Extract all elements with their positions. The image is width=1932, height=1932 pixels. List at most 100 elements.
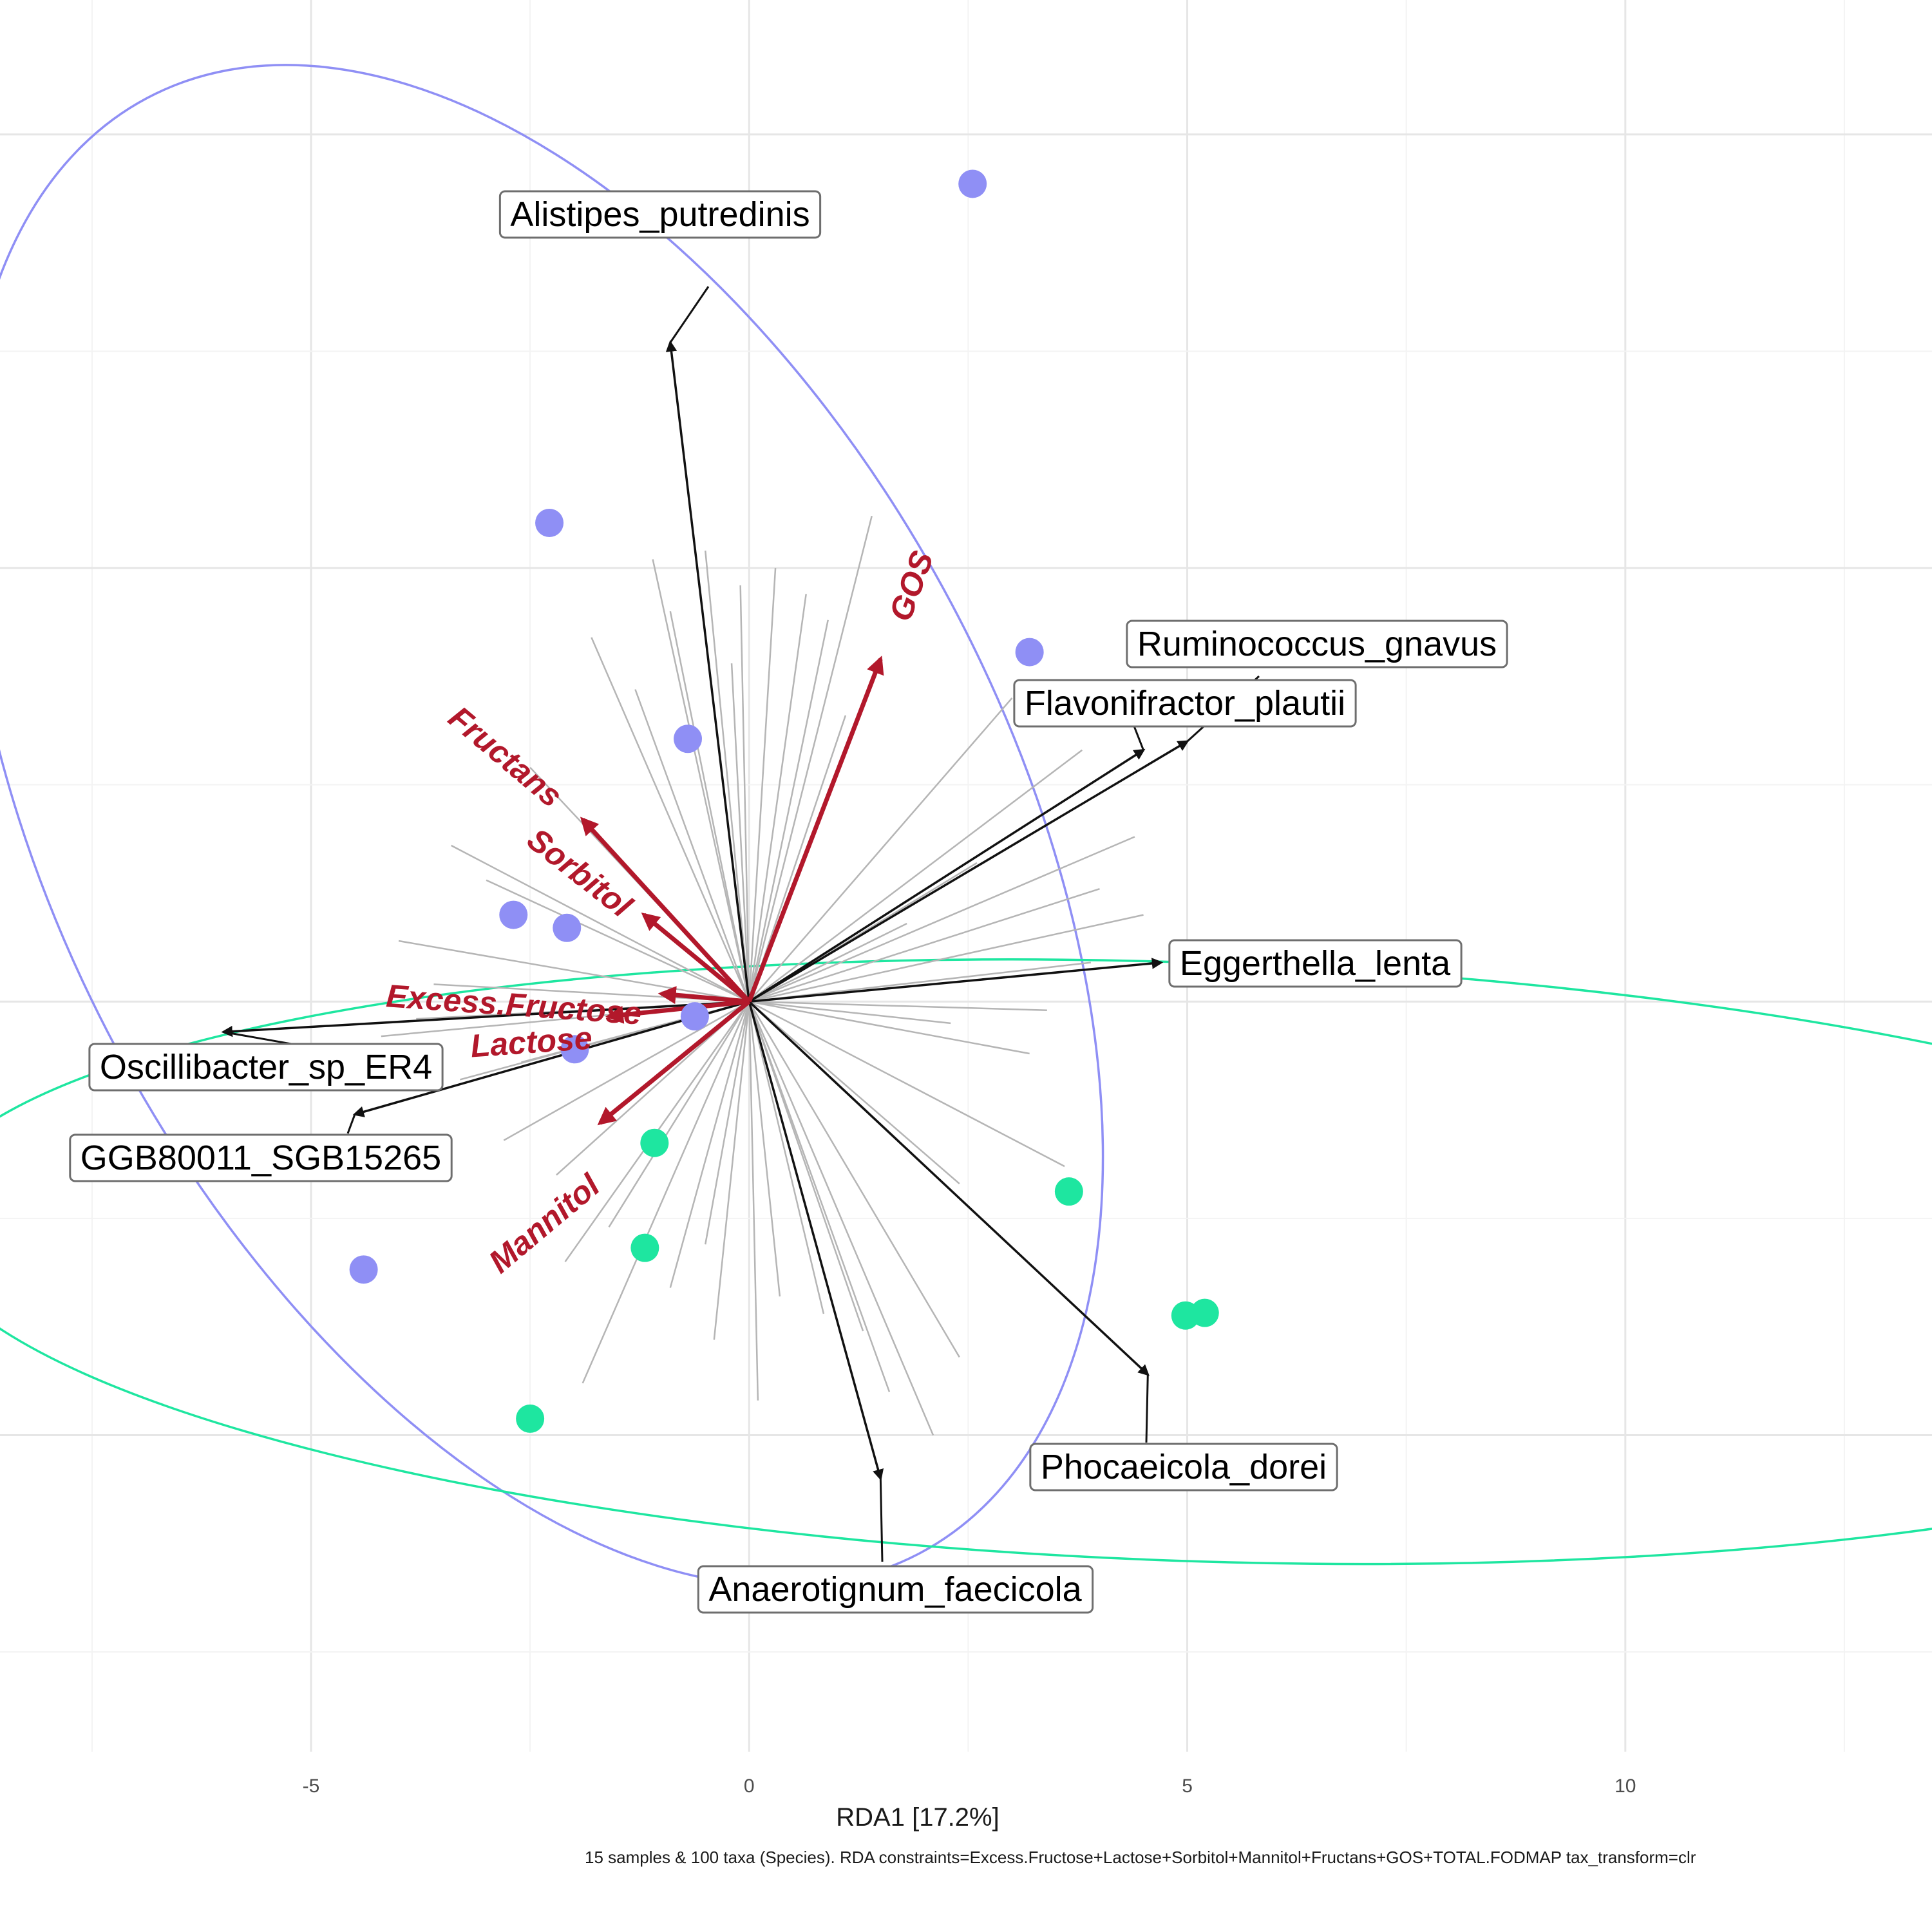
- taxon-label: Anaerotignum_faecicola: [697, 1565, 1094, 1614]
- background-taxon-line: [749, 1001, 951, 1025]
- plot-caption: 15 samples & 100 taxa (Species). RDA con…: [585, 1848, 1696, 1867]
- taxon-label-connector: [1132, 724, 1144, 751]
- taxon-label-box: [1029, 1443, 1338, 1492]
- background-taxon-line: [748, 1001, 960, 1358]
- background-taxon-line: [652, 559, 750, 1002]
- constraint-arrow: [641, 913, 751, 1003]
- taxon-label-connector: [879, 1478, 884, 1562]
- constraint-arrow: [658, 986, 750, 1005]
- taxon-arrow: [748, 748, 1146, 1003]
- taxon-label-box: [1168, 939, 1463, 988]
- taxon-label: Oscillibacter_sp_ER4: [88, 1043, 444, 1092]
- background-taxon-line: [748, 1001, 781, 1297]
- constraint-arrow: [746, 656, 884, 1003]
- constraint-arrow: [597, 999, 751, 1126]
- taxon-label-box: [1013, 679, 1357, 728]
- grid-lines: [0, 0, 1932, 1752]
- taxon-arrow: [749, 958, 1164, 1003]
- background-taxon-line: [748, 697, 1013, 1003]
- background-taxa-lines: [381, 515, 1144, 1436]
- constraint-label: Mannitol: [482, 1167, 607, 1280]
- x-tick-label: -5: [303, 1776, 320, 1797]
- sample-points: [349, 169, 1219, 1433]
- group-ellipses: [0, 64, 1932, 1587]
- sample-point-group-1: [958, 169, 987, 198]
- taxon-label: Phocaeicola_dorei: [1029, 1443, 1338, 1492]
- background-taxon-line: [748, 922, 907, 1003]
- background-taxon-line: [704, 550, 750, 1002]
- background-taxon-line: [748, 914, 1144, 1003]
- background-taxon-line: [730, 663, 750, 1002]
- taxon-label-text: Eggerthella_lenta: [1180, 944, 1451, 983]
- group-ellipse-2: [0, 958, 1932, 1566]
- x-tick-label: 5: [1182, 1776, 1193, 1797]
- sample-point-group-1: [349, 1255, 378, 1284]
- taxon-label-box: [88, 1043, 444, 1092]
- constraint-label: GOS: [882, 546, 941, 626]
- background-taxon-line: [705, 1001, 750, 1245]
- background-taxon-line: [748, 836, 1135, 1003]
- background-taxon-line: [748, 515, 873, 1002]
- background-taxon-line: [748, 1001, 891, 1392]
- taxon-label-box: [69, 1133, 453, 1182]
- taxon-label: Eggerthella_lenta: [1168, 939, 1463, 988]
- background-taxon-line: [398, 940, 750, 1003]
- taxon-label: Ruminococcus_gnavus: [1126, 620, 1508, 668]
- taxon-label-text: Oscillibacter_sp_ER4: [100, 1048, 432, 1086]
- constraint-labels: GOSFructansSorbitolExcess.FructoseLactos…: [385, 546, 941, 1280]
- taxa-labels: Alistipes_putredinis Ruminococcus_gnavus F…: [69, 190, 1508, 1614]
- background-taxon-line: [748, 1001, 934, 1436]
- constraint-arrow: [580, 817, 751, 1003]
- background-taxon-line: [749, 1000, 1047, 1011]
- x-tick-label: 10: [1615, 1776, 1636, 1797]
- taxon-label: GGB80011_SGB15265: [69, 1133, 453, 1182]
- background-taxon-line: [608, 1001, 750, 1228]
- constraint-label: Sorbitol: [520, 821, 639, 925]
- background-taxon-line: [486, 879, 750, 1003]
- constraint-arrows: [580, 656, 884, 1126]
- constraint-arrow: [605, 999, 750, 1024]
- background-taxon-line: [748, 1001, 825, 1314]
- taxon-label-connector: [346, 1113, 356, 1134]
- taxon-label-text: Alistipes_putredinis: [510, 195, 810, 234]
- sample-point-group-2: [640, 1128, 669, 1157]
- taxon-arrow: [221, 1000, 750, 1037]
- background-taxon-line: [748, 567, 777, 1002]
- x-axis-title: RDA1 [17.2%]: [836, 1803, 999, 1832]
- sample-point-group-1: [553, 913, 582, 942]
- sample-point-group-2: [516, 1404, 545, 1433]
- background-taxon-line: [739, 585, 750, 1002]
- background-taxon-line: [591, 637, 750, 1002]
- taxon-label: Flavonifractor_plautii: [1013, 679, 1357, 728]
- taxa-arrows: [221, 340, 1189, 1481]
- background-taxon-line: [669, 1001, 750, 1288]
- background-taxon-line: [634, 689, 750, 1002]
- background-taxon-line: [748, 1001, 759, 1401]
- taxon-arrow: [748, 740, 1189, 1003]
- background-taxon-line: [669, 611, 750, 1002]
- constraint-label: Fructans: [442, 699, 569, 815]
- background-taxon-line: [451, 844, 750, 1003]
- taxon-label-text: Flavonifractor_plautii: [1025, 684, 1345, 723]
- group-ellipse-1: [0, 64, 1104, 1587]
- background-taxon-line: [503, 1001, 750, 1141]
- taxon-label-text: Anaerotignum_faecicola: [708, 1570, 1082, 1609]
- background-taxon-line: [748, 888, 1100, 1003]
- taxon-label-connector: [669, 286, 710, 343]
- sample-point-group-1: [1015, 638, 1044, 667]
- sample-point-group-2: [1190, 1298, 1219, 1327]
- taxon-label-box: [697, 1565, 1094, 1614]
- taxon-label-text: Ruminococcus_gnavus: [1137, 625, 1497, 663]
- sample-point-group-1: [674, 724, 703, 753]
- taxon-label-connector: [1145, 1374, 1149, 1443]
- taxon-label: Alistipes_putredinis: [498, 190, 822, 239]
- background-taxon-line: [748, 749, 1083, 1003]
- x-axis-ticks: -5 0 5 10: [303, 1776, 1636, 1797]
- background-taxon-line: [713, 1001, 750, 1340]
- taxon-label-box: [1126, 620, 1508, 668]
- sample-point-group-1: [560, 1035, 589, 1064]
- sample-point-group-1: [499, 900, 528, 929]
- taxon-label-text: Phocaeicola_dorei: [1041, 1448, 1327, 1486]
- background-taxon-line: [748, 1001, 1065, 1168]
